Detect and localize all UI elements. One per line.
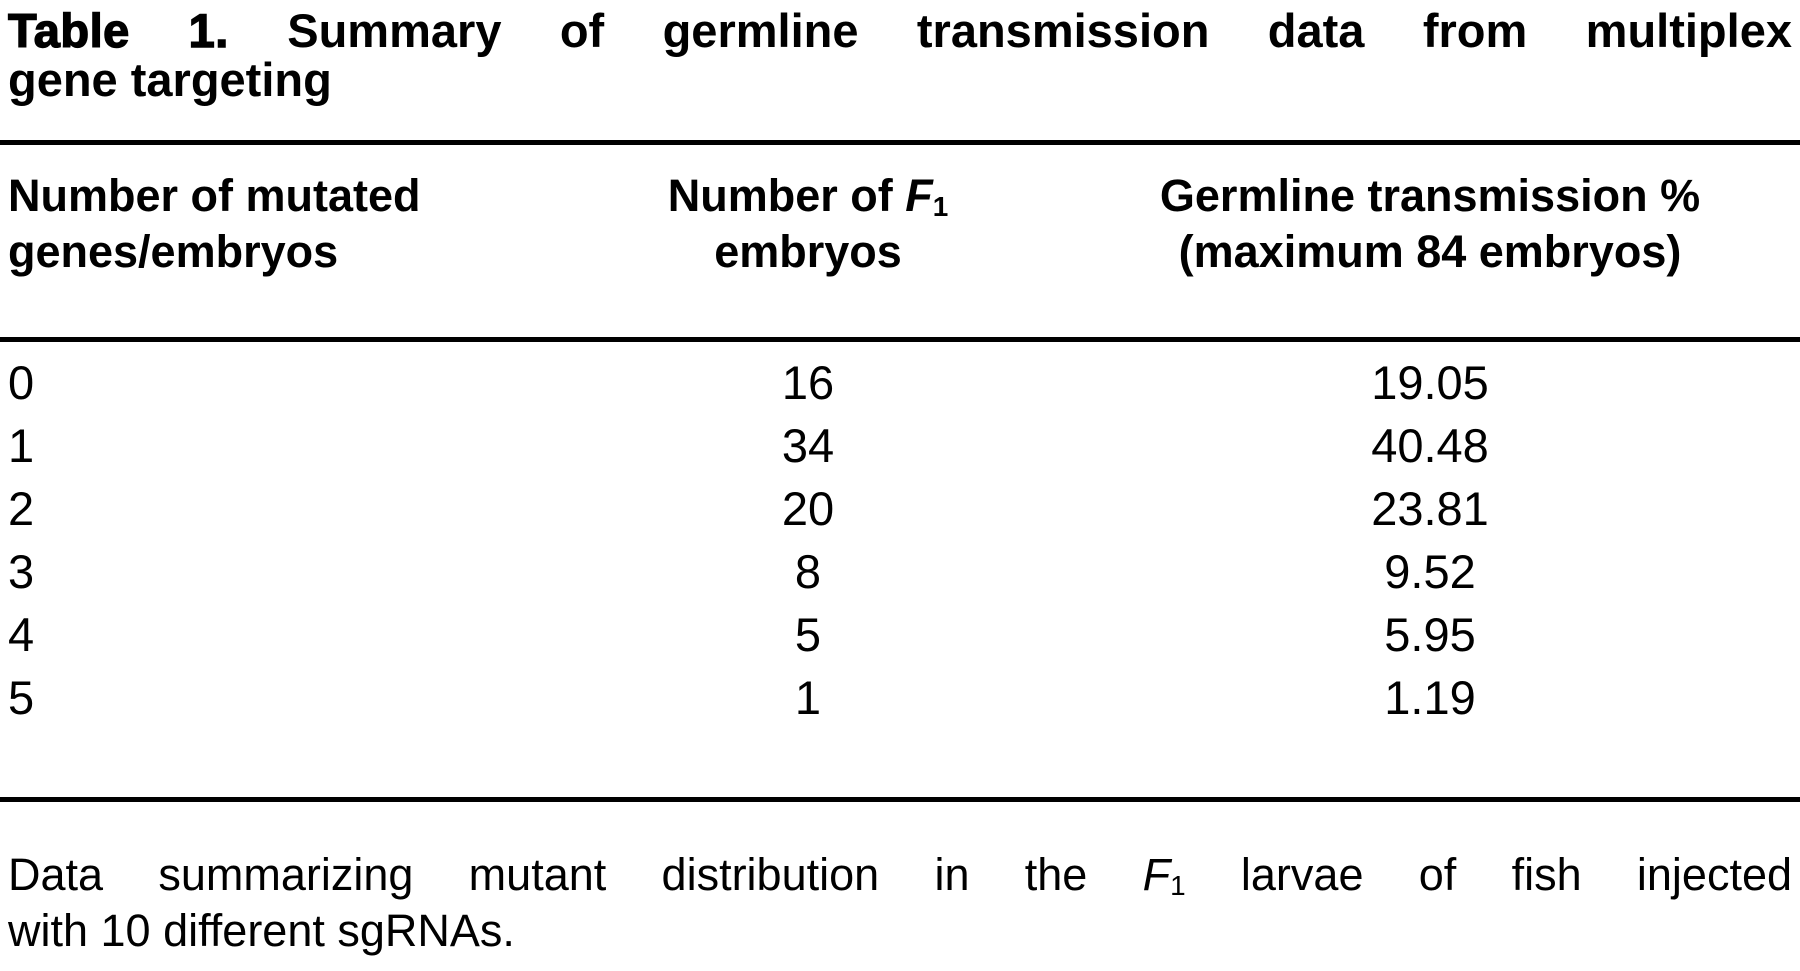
table-body: 0 16 19.05 1 34 40.48 2 20 23.81 3 8 9.5… bbox=[0, 342, 1800, 733]
footnote-part1: Data summarizing mutant distribution in … bbox=[8, 849, 1143, 900]
table-header-row: Number of mutated genes/embryos Number o… bbox=[0, 168, 1800, 280]
header-col-f1-embryos: Number of F1 embryos bbox=[548, 168, 1068, 280]
header-col-germline-transmission: Germline transmission % (maximum 84 embr… bbox=[1068, 168, 1792, 280]
footnote-line2: with 10 different sgRNAs. bbox=[8, 905, 515, 956]
header-col2-prefix: Number of bbox=[667, 170, 906, 221]
cell-genes: 5 bbox=[8, 671, 35, 724]
f1-symbol: F1 bbox=[1143, 849, 1186, 900]
cell-embryos: 34 bbox=[781, 419, 835, 472]
footnote-line1: Data summarizing mutant distribution in … bbox=[8, 847, 1792, 903]
cell-pct: 19.05 bbox=[1371, 356, 1489, 409]
cell-genes: 1 bbox=[8, 419, 35, 472]
cell-embryos: 8 bbox=[794, 545, 822, 598]
table-row: 2 20 23.81 bbox=[0, 481, 1800, 544]
cell-pct: 9.52 bbox=[1384, 545, 1476, 598]
bottom-rule bbox=[0, 797, 1800, 802]
f1-subscript: 1 bbox=[1170, 870, 1186, 902]
table-row: 0 16 19.05 bbox=[0, 355, 1800, 418]
cell-pct: 5.95 bbox=[1384, 608, 1476, 661]
header-col2-line2: embryos bbox=[714, 226, 902, 277]
table-number-label: Table 1. bbox=[7, 4, 229, 57]
f1-subscript: 1 bbox=[932, 191, 949, 223]
header-col2-line1: Number of F1 bbox=[548, 168, 1068, 224]
table-title: Table 1. Summary of germline transmissio… bbox=[0, 0, 1800, 104]
table-row: 4 5 5.95 bbox=[0, 607, 1800, 670]
header-col-mutated-genes: Number of mutated genes/embryos bbox=[8, 168, 548, 280]
table-row: 5 1 1.19 bbox=[0, 670, 1800, 733]
f1-letter: F bbox=[1142, 849, 1171, 900]
table-row: 1 34 40.48 bbox=[0, 418, 1800, 481]
f1-letter: F bbox=[905, 170, 933, 221]
table-row: 3 8 9.52 bbox=[0, 544, 1800, 607]
cell-genes: 0 bbox=[8, 356, 35, 409]
f1-symbol: F1 bbox=[905, 170, 948, 221]
table-title-text: Summary of germline transmission data fr… bbox=[287, 4, 1792, 57]
header-col3-line1: Germline transmission % bbox=[1159, 170, 1701, 221]
cell-genes: 2 bbox=[8, 482, 35, 535]
cell-embryos: 1 bbox=[794, 671, 822, 724]
cell-pct: 23.81 bbox=[1371, 482, 1489, 535]
table-footnote: Data summarizing mutant distribution in … bbox=[0, 847, 1800, 959]
cell-embryos: 16 bbox=[781, 356, 835, 409]
cell-genes: 3 bbox=[8, 545, 35, 598]
table-title-line2: gene targeting bbox=[8, 53, 332, 106]
cell-embryos: 5 bbox=[794, 608, 822, 661]
header-col1-line1: Number of mutated bbox=[8, 170, 421, 221]
footnote-part2: larvae of fish injected bbox=[1185, 849, 1792, 900]
header-rule bbox=[0, 337, 1800, 342]
table-title-line1: Table 1. Summary of germline transmissio… bbox=[7, 4, 1792, 57]
top-rule bbox=[0, 140, 1800, 145]
header-col3-line2: (maximum 84 embryos) bbox=[1178, 226, 1682, 277]
cell-embryos: 20 bbox=[781, 482, 835, 535]
cell-pct: 1.19 bbox=[1384, 671, 1476, 724]
cell-pct: 40.48 bbox=[1371, 419, 1489, 472]
cell-genes: 4 bbox=[8, 608, 35, 661]
header-col1-line2: genes/embryos bbox=[8, 226, 339, 277]
